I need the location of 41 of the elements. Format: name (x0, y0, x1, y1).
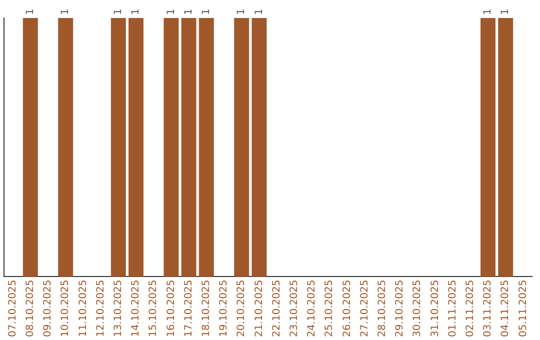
x-tick-label: 31.10.2025 (430, 280, 441, 338)
x-tick-label: 14.10.2025 (130, 280, 142, 338)
x-tick-label: 17.10.2025 (183, 280, 194, 338)
data-label: 1 (166, 8, 177, 15)
x-tick-label: 27.10.2025 (359, 280, 370, 338)
x-tick-label: 11.10.2025 (78, 280, 89, 338)
x-tick-label: 26.10.2025 (342, 280, 353, 338)
data-label: 1 (24, 8, 36, 15)
x-tick-label: 20.10.2025 (236, 280, 248, 338)
x-tick-label: 02.11.2025 (464, 280, 476, 338)
x-tick-label: 09.10.2025 (42, 280, 54, 338)
data-label: 1 (130, 8, 142, 15)
x-tick-label: 15.10.2025 (148, 280, 160, 338)
data-label: 1 (482, 8, 494, 15)
x-tick-label: 03.11.2025 (482, 280, 494, 338)
x-tick-label: 10.10.2025 (60, 280, 72, 338)
data-label: 1 (112, 8, 124, 15)
x-tick-label: 18.10.2025 (200, 280, 212, 338)
x-tick-label: 29.10.2025 (394, 280, 406, 338)
x-tick-label: 24.10.2025 (306, 280, 318, 338)
x-tick-label: 08.10.2025 (24, 280, 36, 338)
x-tick-label: 21.10.2025 (254, 280, 265, 338)
x-tick-label: 01.11.2025 (447, 280, 458, 338)
x-tick-label: 23.10.2025 (288, 280, 300, 338)
x-tick-label: 05.11.2025 (518, 280, 529, 338)
x-tick-label: 30.10.2025 (412, 280, 424, 338)
x-tick-label: 07.10.2025 (7, 280, 18, 338)
x-tick-label: 12.10.2025 (95, 280, 106, 338)
x-tick-label: 25.10.2025 (324, 280, 336, 338)
x-tick-label: 16.10.2025 (166, 280, 177, 338)
x-tick-label: 13.10.2025 (112, 280, 124, 338)
x-tick-label: 28.10.2025 (376, 280, 388, 338)
x-tick-label: 04.11.2025 (500, 280, 512, 338)
data-label: 1 (200, 8, 212, 15)
x-tick-label: 19.10.2025 (218, 280, 230, 338)
x-tick-label: 22.10.2025 (271, 280, 282, 338)
data-label: 1 (254, 8, 265, 15)
data-label: 1 (183, 8, 194, 15)
data-label: 1 (500, 8, 512, 15)
data-label: 1 (236, 8, 248, 15)
data-label: 1 (60, 8, 72, 15)
